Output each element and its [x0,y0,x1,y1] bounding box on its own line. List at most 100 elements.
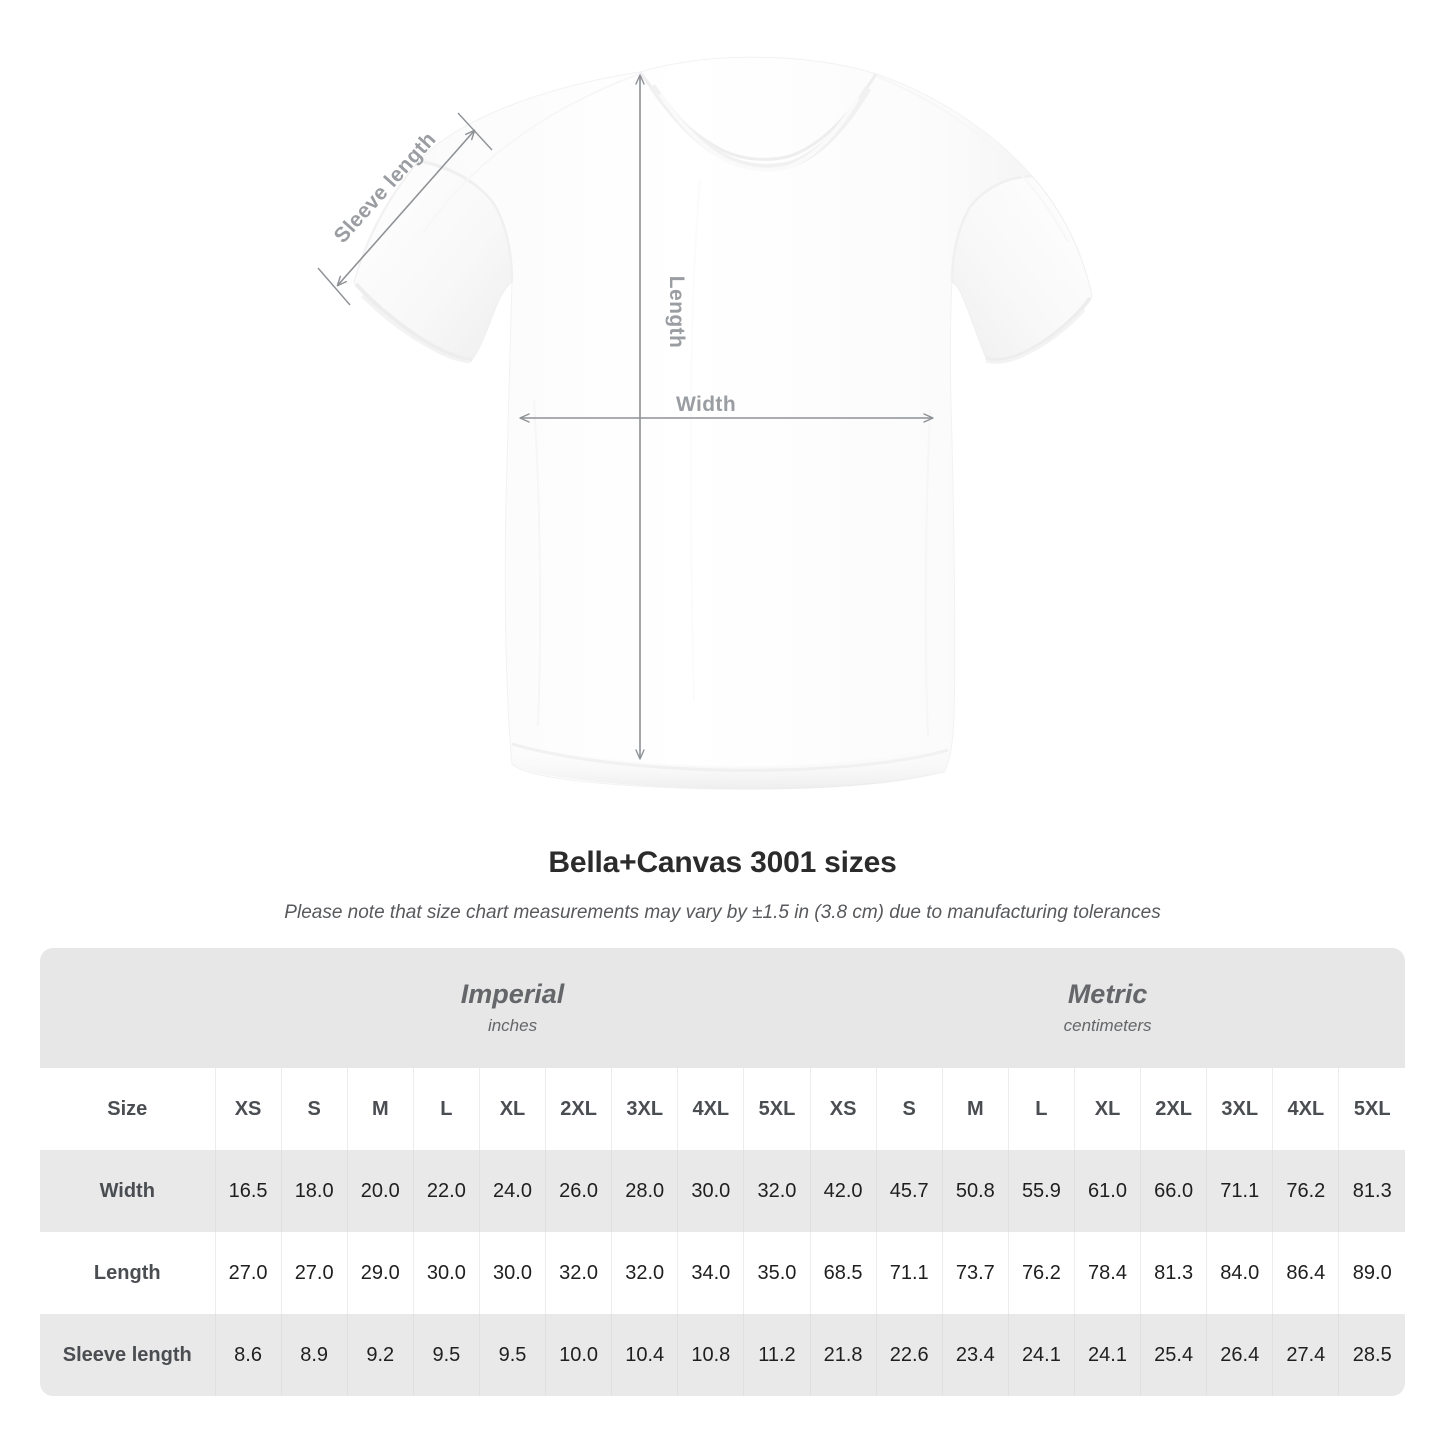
unit-spacer-cell [40,948,215,1068]
measurement-cell: 25.4 [1140,1314,1207,1396]
measurement-cell: 30.0 [677,1150,744,1232]
measurement-cell: 24.1 [1007,1314,1075,1396]
sleeve-tick-upper [457,112,493,151]
fabric-fold-2 [924,409,931,737]
size-chart-table: Imperial inches Metric centimeters Size X… [40,948,1406,1396]
shirt-bottom-hem-shadow [512,742,952,790]
measurement-cell: 76.2 [1007,1232,1075,1314]
tolerance-note: Please note that size chart measurements… [284,902,1161,923]
measurement-cell: 32.0 [743,1150,811,1232]
fabric-fold-3 [689,179,701,701]
right-sleeve-cuff-inner [985,309,1086,364]
measurement-cell: 86.4 [1272,1232,1339,1314]
measurement-row-header: Sleeve length [40,1314,215,1396]
measurement-cell: 10.4 [611,1314,678,1396]
size-header-cell: XS [214,1068,282,1150]
unit-name-metric: Metric [1067,979,1148,1009]
size-header-cell: XS [809,1068,877,1150]
measurement-cell: 76.2 [1272,1150,1339,1232]
left-sleeve-cuff [354,282,473,362]
measurement-cell: 30.0 [412,1232,480,1314]
measurement-cell: 32.0 [611,1232,678,1314]
size-header-cell: XL [1073,1068,1141,1150]
size-header-cell: 5XL [743,1068,811,1150]
unit-sub-metric: centimeters [1063,1016,1152,1035]
measurement-cell: 23.4 [941,1314,1009,1396]
measurement-cell: 81.3 [1140,1232,1207,1314]
size-header-cell: M [941,1068,1009,1150]
size-header-cell: 2XL [1140,1068,1207,1150]
size-header-cell: 3XL [1206,1068,1273,1150]
measurement-cell: 10.0 [545,1314,612,1396]
chart-heading-block: Bella+Canvas 3001 sizes Please note that… [0,845,1445,925]
size-header-cell: 3XL [611,1068,678,1150]
measurement-cell: 55.9 [1007,1150,1075,1232]
measurement-cell: 32.0 [545,1232,612,1314]
measurement-cell: 9.5 [478,1314,546,1396]
measurement-cell: 22.0 [412,1150,480,1232]
measurement-row-header: Length [40,1232,215,1314]
measurement-cell: 21.8 [809,1314,877,1396]
size-header-cell: XL [478,1068,546,1150]
measurement-cell: 8.9 [280,1314,348,1396]
size-row-header-cell: Size [40,1068,215,1150]
size-header-cell: S [875,1068,943,1150]
measurement-cell: 66.0 [1140,1150,1207,1232]
size-chart-table-wrap: Imperial inches Metric centimeters Size X… [40,948,1406,1396]
right-sleeve-cuff [985,296,1092,362]
measurement-cell: 84.0 [1206,1232,1273,1314]
measurement-cell: 34.0 [677,1232,744,1314]
measurement-cell: 26.4 [1206,1314,1273,1396]
measurement-cell: 9.2 [346,1314,414,1396]
page-title: Bella+Canvas 3001 sizes [548,846,897,879]
right-armhole-seam [950,174,1033,283]
measurement-cell: 24.0 [478,1150,546,1232]
measurement-cell: 71.1 [875,1232,943,1314]
size-header-cell: S [280,1068,348,1150]
unit-name-imperial: Imperial [460,979,565,1009]
measurement-cell: 11.2 [743,1314,811,1396]
unit-sub-imperial: inches [487,1016,538,1035]
measurement-row-header: Width [40,1150,215,1232]
measurement-cell: 10.8 [677,1314,744,1396]
measurement-cell: 27.0 [280,1232,348,1314]
measurement-cell: 9.5 [412,1314,480,1396]
measurement-cell: 16.5 [214,1150,282,1232]
shirt-illustration [353,56,1093,790]
measurement-cell: 89.0 [1338,1232,1406,1314]
shirt-body-shape [353,56,1093,790]
measurement-cell: 42.0 [809,1150,877,1232]
table-row: Length 27.0 27.0 29.0 30.0 30.0 32.0 32.0 34.0 35… [40,1232,1406,1314]
measurement-cell: 24.1 [1073,1314,1141,1396]
measurement-cell: 35.0 [743,1232,811,1314]
right-shoulder-seam [875,75,1069,243]
measurement-cell: 61.0 [1073,1150,1141,1232]
measurement-cell: 22.6 [875,1314,943,1396]
measurement-cell: 45.7 [875,1150,943,1232]
measurement-cell: 27.4 [1272,1314,1339,1396]
table-row: Sleeve length 8.6 8.9 9.2 9.5 9.5 10.0 10.4 10.8… [40,1314,1406,1396]
measurement-cell: 20.0 [346,1150,414,1232]
size-header-cell: L [1007,1068,1075,1150]
measurement-cell: 71.1 [1206,1150,1273,1232]
unit-cell-imperial: Imperial inches [215,948,811,1068]
measurement-cell: 50.8 [941,1150,1009,1232]
measurement-cell: 28.0 [611,1150,678,1232]
shirt-collar-rib-inner [658,92,860,172]
size-header-cell: 4XL [1272,1068,1339,1150]
measurement-cell: 26.0 [545,1150,612,1232]
sleeve-tick-lower [317,267,351,306]
size-header-cell: 4XL [677,1068,744,1150]
length-label: Length [665,276,688,348]
sleeve-measure-line [336,129,476,287]
measurement-cell: 28.5 [1338,1314,1406,1396]
measurement-cell: 29.0 [346,1232,414,1314]
size-header-cell: 5XL [1338,1068,1406,1150]
shirt-diagram: Sleeve length Length Width [317,56,1093,790]
size-header-row: Size XS S M L XL 2XL 3XL 4XL 5XL XS S M L XL 2XL 3XL 4XL 5… [40,1068,1406,1150]
width-label: Width [676,393,736,416]
measurement-cell: 18.0 [280,1150,348,1232]
size-header-cell: L [412,1068,480,1150]
table-row: Width 16.5 18.0 20.0 22.0 24.0 26.0 28.0 30.0 32.… [40,1150,1406,1232]
measurement-cell: 81.3 [1338,1150,1406,1232]
